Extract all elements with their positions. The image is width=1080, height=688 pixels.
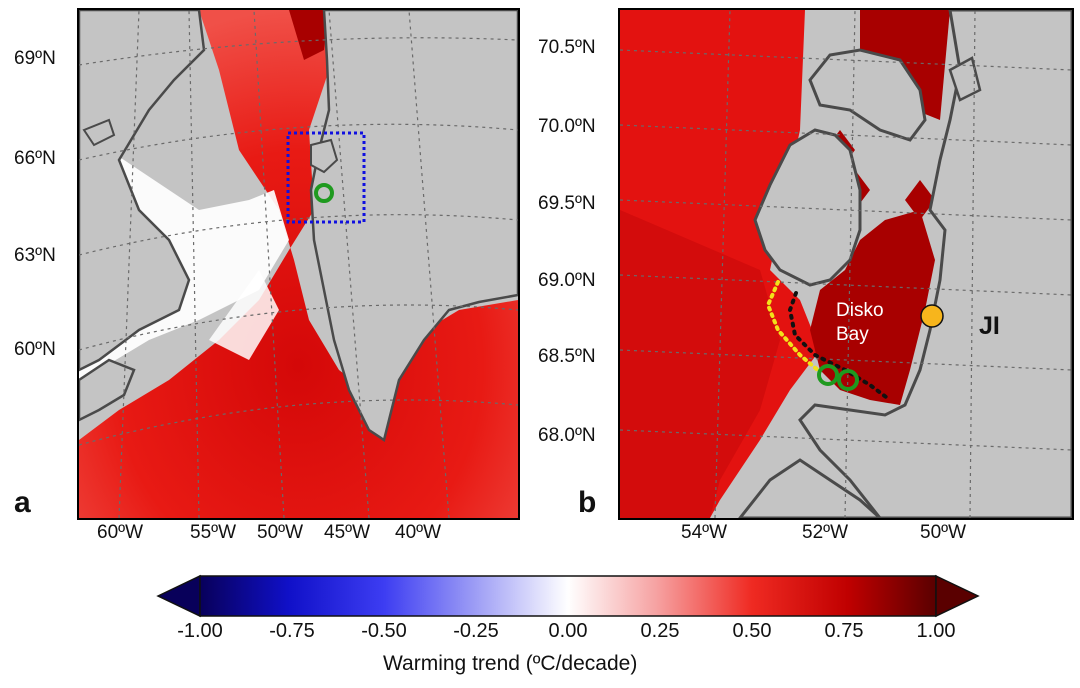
jakobshavn-site-marker xyxy=(920,304,944,328)
lat-label: 68.0ºN xyxy=(538,425,596,446)
lat-label: 68.5ºN xyxy=(538,346,596,367)
lon-label: 40ºW xyxy=(395,522,442,543)
disko-bay-label-line1: Disko xyxy=(836,300,884,321)
lat-label: 60ºN xyxy=(14,339,56,360)
colorbar-tick: -1.00 xyxy=(177,620,223,642)
map-a-canvas xyxy=(79,10,518,518)
map-panel-b xyxy=(618,8,1074,520)
lat-label: 70.5ºN xyxy=(538,37,596,58)
nuussuaq-peninsula xyxy=(808,48,927,142)
checker-3 xyxy=(905,180,935,220)
map-panel-a xyxy=(77,8,520,520)
disko-bay-warming xyxy=(810,210,935,405)
colorbar-tick: -0.75 xyxy=(269,620,315,642)
lat-label: 63ºN xyxy=(14,245,56,266)
baffin-island xyxy=(79,10,206,372)
lon-label: 50ºW xyxy=(920,522,967,543)
colorbar xyxy=(156,574,980,618)
fjord-inlet xyxy=(948,56,982,102)
deep-warming-patch xyxy=(289,10,329,60)
ice-floe xyxy=(82,118,116,147)
lat-label: 69ºN xyxy=(14,48,56,69)
graticule-b xyxy=(620,10,1072,518)
colorbar-tick: 0.00 xyxy=(548,620,588,642)
yellow-survey-track xyxy=(765,280,822,374)
lat-label: 69.0ºN xyxy=(538,270,596,291)
colorbar-tick: -0.25 xyxy=(453,620,499,642)
colorbar-tick: -0.50 xyxy=(361,620,407,642)
panel-letter-b: b xyxy=(578,486,597,519)
study-region-box xyxy=(286,131,366,224)
disko-bay-label-line2: Bay xyxy=(836,324,869,345)
colorbar-left-arrow xyxy=(156,574,201,618)
colorbar-right-arrow xyxy=(935,574,980,618)
labrador-coast xyxy=(79,358,136,422)
lat-label: 66ºN xyxy=(14,148,56,169)
glacier-marker-b-2 xyxy=(837,369,859,391)
colorbar-tick: 0.75 xyxy=(824,620,864,642)
map-b-canvas xyxy=(620,10,1072,518)
panel-letter-a: a xyxy=(14,486,31,519)
ocean-warming-field xyxy=(79,10,518,518)
lon-label: 54ºW xyxy=(681,522,728,543)
lat-label: 69.5ºN xyxy=(538,193,596,214)
black-survey-track xyxy=(787,291,892,402)
disko-island-a xyxy=(310,138,339,174)
colorbar-ramp xyxy=(199,575,937,617)
lon-label: 60ºW xyxy=(97,522,144,543)
lon-label: 50ºW xyxy=(257,522,304,543)
colorbar-tick: 0.25 xyxy=(640,620,680,642)
lon-label: 52ºW xyxy=(802,522,849,543)
lon-label: 45ºW xyxy=(324,522,371,543)
lon-label: 55ºW xyxy=(190,522,237,543)
white-neutral-strip-2 xyxy=(209,270,279,360)
glacier-marker-a xyxy=(314,183,334,203)
glacier-marker-b-1 xyxy=(817,364,839,386)
graticule-a xyxy=(79,10,518,518)
site-label-ji: JI xyxy=(979,312,1000,340)
lat-label: 70.0ºN xyxy=(538,116,596,137)
disko-island xyxy=(753,128,862,287)
disko-bay-label: Disko Bay xyxy=(836,299,884,347)
gradient-band-b xyxy=(620,210,780,518)
colorbar-title: Warming trend (ºC/decade) xyxy=(383,652,638,675)
colorbar-tick: 1.00 xyxy=(916,620,956,642)
colorbar-tick: 0.50 xyxy=(732,620,772,642)
